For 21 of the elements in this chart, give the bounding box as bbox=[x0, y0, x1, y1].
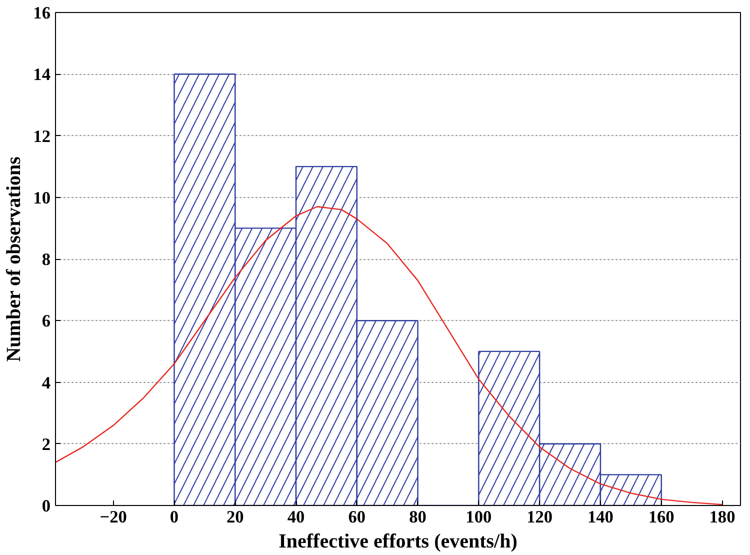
x-tick-label: 120 bbox=[526, 508, 553, 526]
y-tick-label: 14 bbox=[33, 65, 51, 84]
x-tick-label: 20 bbox=[226, 508, 244, 526]
x-tick-label: 160 bbox=[648, 508, 674, 526]
y-axis-title: Number of observations bbox=[3, 156, 26, 362]
x-axis-title: Ineffective efforts (events/h) bbox=[278, 530, 518, 552]
y-tick-label: 12 bbox=[33, 126, 50, 146]
x-tick-label: 80 bbox=[409, 508, 426, 526]
x-tick-label: 60 bbox=[348, 508, 366, 526]
x-tick-label: 140 bbox=[587, 508, 614, 526]
x-tick-label: 100 bbox=[466, 508, 492, 526]
y-tick-label: 4 bbox=[42, 373, 51, 392]
x-tick-label: 40 bbox=[287, 508, 305, 526]
y-tick-label: 10 bbox=[33, 188, 50, 208]
y-tick-label: 6 bbox=[42, 312, 51, 331]
y-tick-label: 8 bbox=[42, 250, 51, 269]
x-tick-label: 0 bbox=[170, 508, 179, 526]
x-tick-label: −20 bbox=[100, 508, 127, 526]
y-tick-label: 2 bbox=[42, 434, 51, 454]
x-tick-label: 180 bbox=[709, 508, 736, 526]
y-tick-label: 16 bbox=[33, 4, 51, 22]
